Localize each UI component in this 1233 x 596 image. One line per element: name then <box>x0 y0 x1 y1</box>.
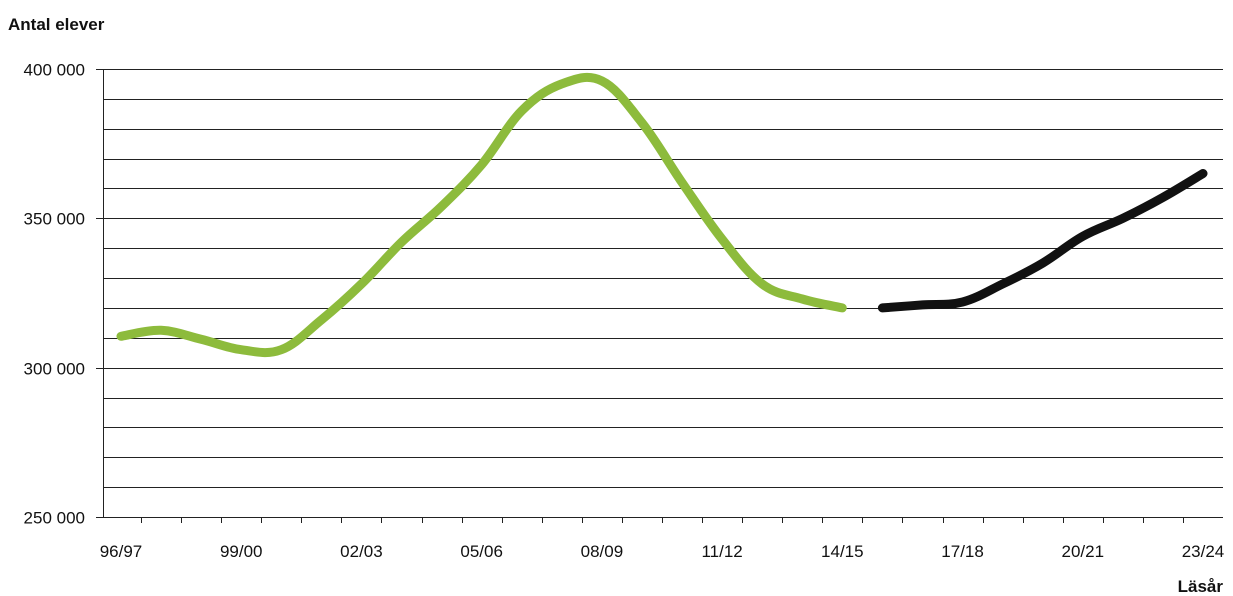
x-tick-label: 08/09 <box>581 542 624 561</box>
gridlines <box>103 69 1223 488</box>
y-tick-label: 300 000 <box>24 360 85 379</box>
series-line-2 <box>877 169 1208 313</box>
x-tick-label: 23/24 <box>1182 542 1225 561</box>
y-axis-title: Antal elever <box>8 15 105 34</box>
x-tick-label: 17/18 <box>941 542 984 561</box>
series-lines <box>116 72 1208 358</box>
x-tick-label: 20/21 <box>1062 542 1105 561</box>
series-line-1 <box>116 72 847 358</box>
x-tick-label: 02/03 <box>340 542 383 561</box>
x-tick-label: 99/00 <box>220 542 263 561</box>
y-tick-label: 400 000 <box>24 61 85 80</box>
y-tick-label: 250 000 <box>24 509 85 528</box>
axes <box>96 69 1223 523</box>
tick-labels: 250 000 300 000 350 000 400 000 96/97 99/00 02… <box>24 61 1225 562</box>
x-tick-label: 96/97 <box>100 542 143 561</box>
x-axis-title: Läsår <box>1178 577 1224 596</box>
x-tick-label: 05/06 <box>460 542 503 561</box>
y-tick-label: 350 000 <box>24 210 85 229</box>
x-tick-label: 11/12 <box>701 542 742 561</box>
x-tick-label: 14/15 <box>821 542 864 561</box>
